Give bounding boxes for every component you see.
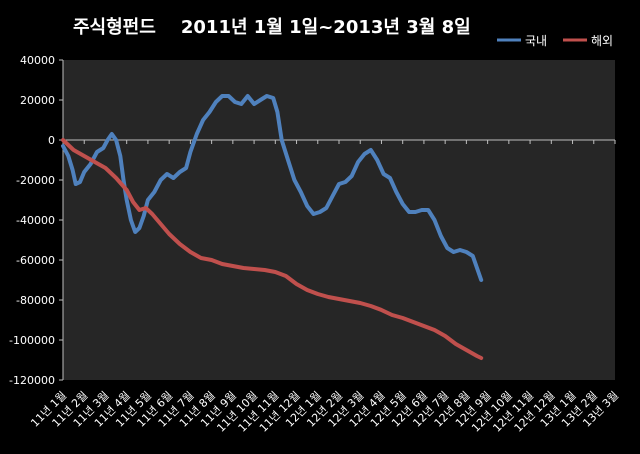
y-tick-label: -20000	[16, 174, 55, 187]
legend-label-1: 해외	[591, 34, 613, 48]
y-tick-label: -60000	[16, 254, 55, 267]
legend: 국내 해외	[497, 34, 613, 48]
legend-label-0: 국내	[525, 34, 547, 48]
y-tick-label: -100000	[9, 334, 55, 347]
series-line-0	[61, 94, 484, 282]
series-line-1	[61, 138, 484, 360]
plot-area	[63, 60, 615, 380]
y-tick-label: 0	[48, 134, 55, 147]
y-tick-label: 40000	[20, 54, 55, 67]
chart-title: 주식형펀드 2011년 1월 1일~2013년 3월 8일	[73, 17, 471, 38]
y-tick-label: -40000	[16, 214, 55, 227]
y-tick-label: -80000	[16, 294, 55, 307]
y-axis: 40000 20000 0 -20000 -40000 -60000 -80000 -1000…	[9, 54, 64, 387]
y-tick-label: -120000	[9, 374, 55, 387]
series-layer	[61, 94, 484, 360]
y-tick-label: 20000	[20, 94, 55, 107]
